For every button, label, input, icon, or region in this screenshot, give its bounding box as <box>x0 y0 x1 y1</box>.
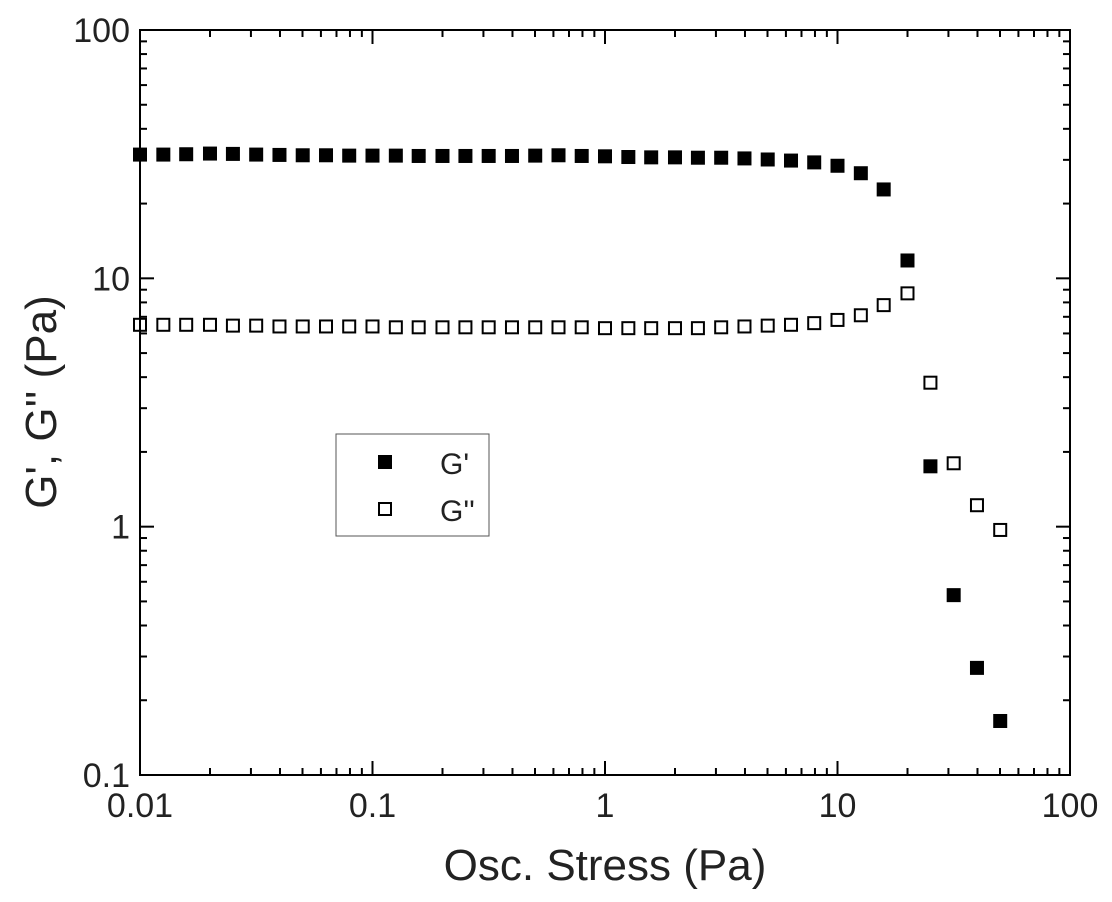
data-point <box>784 153 799 168</box>
data-point <box>411 320 426 335</box>
plot-frame <box>139 29 1071 776</box>
data-point <box>900 286 915 301</box>
data-point <box>225 146 240 161</box>
data-point <box>969 660 984 675</box>
y-tick-label: 10 <box>92 260 130 298</box>
data-point <box>319 148 334 163</box>
data-point <box>365 319 380 334</box>
data-point <box>876 298 891 313</box>
data-point <box>574 320 589 335</box>
data-point <box>993 522 1008 537</box>
legend-box <box>335 433 490 537</box>
data-point <box>946 588 961 603</box>
data-point <box>853 308 868 323</box>
data-point <box>830 312 845 327</box>
data-point <box>760 318 775 333</box>
data-point <box>667 150 682 165</box>
data-point <box>551 320 566 335</box>
y-tick-label: 1 <box>111 509 130 547</box>
legend: G' G'' <box>335 433 490 537</box>
data-point <box>528 148 543 163</box>
data-point <box>737 319 752 334</box>
data-point <box>272 147 287 162</box>
x-tick-label: 1 <box>596 787 615 825</box>
legend-marker-g-double-prime <box>378 502 392 516</box>
legend-label-g-prime: G' <box>440 448 469 481</box>
series-g-prime <box>133 146 1008 728</box>
data-point <box>621 150 636 165</box>
data-point <box>598 321 612 336</box>
data-point <box>993 713 1008 728</box>
data-point <box>551 148 566 163</box>
data-point <box>458 320 473 335</box>
data-point <box>690 321 705 336</box>
data-point <box>969 498 984 513</box>
x-tick-label: 100 <box>1042 787 1099 825</box>
data-point <box>946 456 961 471</box>
data-point <box>295 319 310 334</box>
data-point <box>900 253 915 268</box>
data-point <box>714 150 729 165</box>
legend-label-g-double-prime: G'' <box>440 495 475 528</box>
data-point <box>784 317 799 332</box>
data-point <box>435 320 450 335</box>
y-tick-label: 0.1 <box>83 757 130 795</box>
y-axis-label: G', G'' (Pa) <box>17 295 66 508</box>
data-point <box>528 320 543 335</box>
data-point <box>342 319 357 334</box>
data-point <box>760 152 775 167</box>
data-point <box>807 316 822 331</box>
data-series <box>133 146 1008 728</box>
data-point <box>830 158 845 173</box>
data-point <box>342 148 357 163</box>
data-point <box>574 148 589 163</box>
data-point <box>272 319 287 334</box>
data-point <box>504 148 519 163</box>
data-point <box>714 320 729 335</box>
data-point <box>179 317 194 332</box>
x-tick-label: 10 <box>819 787 857 825</box>
y-tick-label: 100 <box>73 12 130 50</box>
x-tick-label: 0.1 <box>349 787 396 825</box>
data-point <box>458 148 473 163</box>
data-point <box>481 320 496 335</box>
data-point <box>876 182 891 197</box>
data-point <box>923 375 938 390</box>
data-point <box>598 149 612 164</box>
x-tick-label: 0.01 <box>107 787 173 825</box>
data-point <box>853 166 868 181</box>
data-point <box>225 318 240 333</box>
data-point <box>737 151 752 166</box>
data-point <box>249 318 264 333</box>
data-point <box>481 148 496 163</box>
legend-marker-g-prime <box>378 455 392 469</box>
data-point <box>156 147 171 162</box>
data-point <box>202 317 217 332</box>
data-point <box>411 148 426 163</box>
data-point <box>202 146 217 161</box>
data-point <box>807 155 822 170</box>
data-point <box>690 150 705 165</box>
x-axis-label: Osc. Stress (Pa) <box>444 841 767 890</box>
data-point <box>249 147 264 162</box>
data-point <box>179 147 194 162</box>
data-point <box>319 319 334 334</box>
data-point <box>667 321 682 336</box>
data-point <box>388 320 403 335</box>
data-point <box>504 320 519 335</box>
data-point <box>156 317 171 332</box>
series-g-double-prime <box>133 286 1008 537</box>
data-point <box>365 148 380 163</box>
data-point <box>295 148 310 163</box>
data-point <box>435 148 450 163</box>
data-point <box>621 321 636 336</box>
data-point <box>923 459 938 474</box>
data-point <box>644 321 659 336</box>
data-point <box>644 150 659 165</box>
data-point <box>388 148 403 163</box>
